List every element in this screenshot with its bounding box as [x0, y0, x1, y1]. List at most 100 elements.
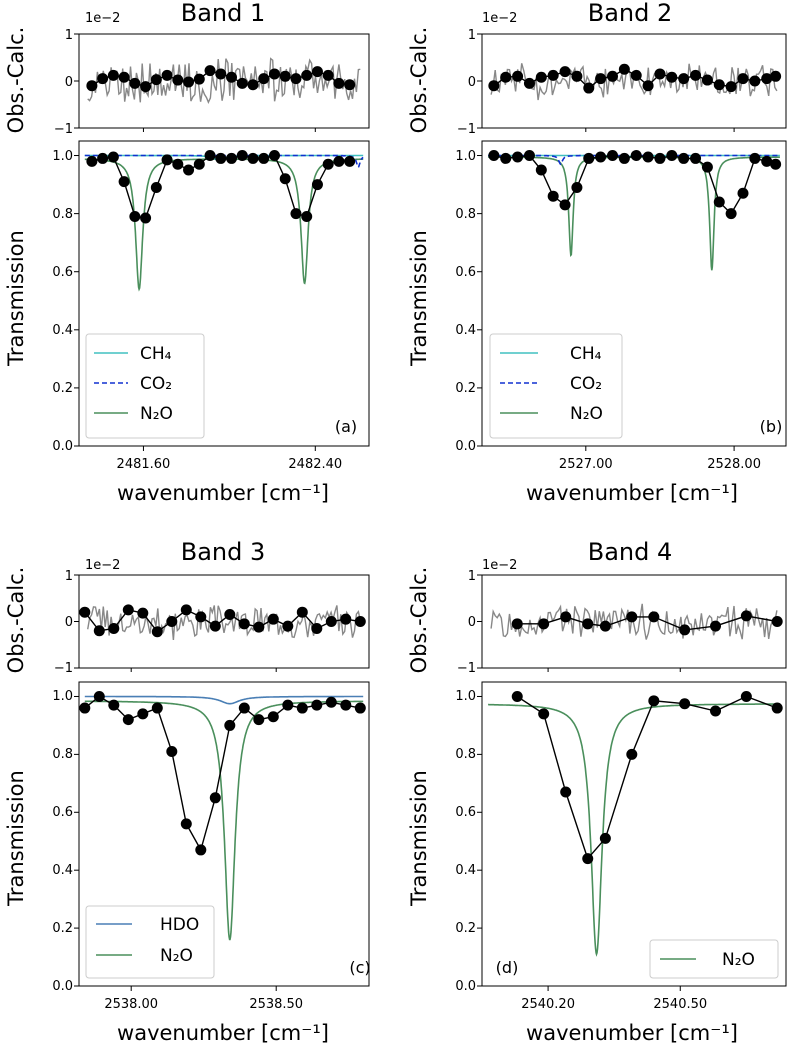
band2-observed-point	[571, 181, 583, 193]
band1-residual-point	[172, 74, 184, 86]
band1-residual-point	[344, 79, 356, 91]
band1-transmission-ylabel: Transmission	[4, 230, 28, 367]
band3-ytick-0.8: 0.8	[52, 747, 73, 762]
band2-title: Band 2	[588, 0, 673, 27]
band2-observed-point	[690, 152, 702, 164]
band4-observed-point	[771, 702, 783, 714]
band2-observed-point	[654, 152, 666, 164]
band3-observed-point	[122, 714, 134, 726]
band2-residual-point	[523, 77, 535, 89]
band2-observed-point	[725, 208, 737, 220]
band2-observed-point	[666, 150, 678, 162]
band1-ytick-0.6: 0.6	[52, 265, 73, 280]
band1-legend-n2o: N₂O	[140, 404, 173, 424]
panel-d: Band 4 1e−2 Obs.-Calc. Transmission wave…	[407, 538, 787, 1045]
band4-observed-point	[740, 690, 752, 702]
band3-observed-point	[195, 844, 207, 856]
band2-transmission-ylabel: Transmission	[407, 230, 431, 367]
band3-residual-point	[151, 626, 163, 638]
band1-legend-box	[85, 333, 205, 439]
band3-residual-point	[209, 620, 221, 632]
band1-legend: CH₄ CO₂ N₂O	[85, 333, 205, 439]
band2-panel-tag: (b)	[760, 417, 783, 436]
band1-main-frame	[78, 140, 370, 447]
band1-residual-point	[333, 77, 345, 89]
band4-observed-point	[710, 705, 722, 717]
band2-ytick-0.4: 0.4	[455, 323, 476, 338]
band3-residual-point	[354, 616, 366, 627]
band3-title: Band 3	[181, 538, 266, 566]
band4-ytick-labels: 1.0 0.8 0.6 0.4 0.2 0.0	[455, 689, 476, 994]
band1-xtick-label: 2481.60	[117, 457, 171, 472]
band1-transmission-plot	[74, 150, 364, 447]
band4-title: Band 4	[588, 538, 673, 566]
band2-xtick-label: 2527.00	[559, 457, 613, 472]
band2-observed-point	[595, 151, 607, 163]
band3-residual-ylabel: Obs.-Calc.	[4, 567, 28, 674]
band4-observed-point	[560, 786, 572, 798]
band4-residual-point	[582, 618, 594, 630]
band1-residual-point	[226, 71, 238, 83]
band4-xtick-labels: 2540.20 2540.50	[521, 668, 707, 1012]
band3-observed-point	[267, 711, 279, 723]
band4-observed-point	[599, 832, 611, 844]
band1-residual-ytick-labels: 1 0 −1	[54, 28, 73, 137]
band1-observed-point	[333, 155, 345, 167]
band3-observed-point	[137, 708, 149, 720]
band2-rtick-0: 0	[468, 75, 476, 90]
band2-observed-point	[630, 150, 642, 162]
panel-b: Band 2 1e−2 Obs.-Calc. Transmission wave…	[407, 0, 787, 505]
band3-residual-point	[253, 621, 265, 633]
band3-observed-point	[354, 702, 366, 714]
panel-a: Band 1 1e−2 Obs.-Calc. Transmission wave…	[4, 0, 370, 505]
band4-residual-ytick-labels: 1 0 −1	[457, 569, 476, 676]
band1-observed-point	[215, 152, 227, 164]
band3-ytick-0.2: 0.2	[52, 921, 73, 936]
band1-xtick-labels: 2481.60 2482.40	[117, 128, 342, 472]
band2-observed-point	[737, 187, 749, 199]
band1-residual-point	[107, 69, 119, 81]
band3-residual-point	[311, 622, 323, 634]
band3-model-hdo-line	[84, 695, 364, 705]
band1-observed-point	[183, 164, 195, 176]
band2-residual-point	[559, 66, 571, 78]
band1-ytick-0.8: 0.8	[52, 207, 73, 222]
band1-residual-point	[322, 69, 334, 81]
band2-residual-point	[512, 70, 524, 82]
band2-residual-point	[737, 73, 749, 85]
band1-xlabel: wavenumber [cm⁻¹]	[117, 481, 329, 505]
band1-residual-point	[247, 79, 259, 91]
band4-residual-scale: 1e−2	[482, 558, 517, 573]
band1-observed-point	[258, 152, 270, 164]
band4-residual-point	[679, 624, 691, 636]
band2-residual-point	[500, 71, 512, 83]
band2-residual-point	[725, 81, 737, 93]
band1-residual-noise-line	[87, 57, 361, 104]
band1-title: Band 1	[181, 0, 266, 27]
band2-legend-box	[489, 333, 623, 439]
band2-observed-point	[642, 151, 654, 163]
band2-residual-plot	[477, 33, 782, 129]
band4-ytick-0.6: 0.6	[455, 805, 476, 820]
band2-observed-point	[606, 150, 618, 162]
band1-residual-point	[129, 77, 141, 89]
band2-rtick-1: 1	[468, 28, 476, 43]
band3-legend-hdo: HDO	[160, 915, 199, 935]
band2-residual-point	[583, 82, 595, 94]
band1-observed-point	[129, 211, 141, 223]
band3-rtick-1: 1	[65, 569, 73, 584]
band4-panel-tag: (d)	[496, 958, 519, 977]
band2-main-frame	[481, 140, 787, 447]
band4-main-frame	[481, 681, 787, 987]
band3-residual-point	[93, 625, 105, 637]
band4-xtick-label: 2540.20	[521, 997, 575, 1012]
band2-observed-point	[749, 152, 761, 164]
band1-residual-point	[290, 73, 302, 85]
band2-observed-point	[770, 158, 782, 170]
band3-ytick-labels: 1.0 0.8 0.6 0.4 0.2 0.0	[52, 689, 73, 994]
band2-ytick-0.8: 0.8	[455, 207, 476, 222]
band4-residual-plot	[477, 574, 783, 669]
band2-ytick-0.2: 0.2	[455, 381, 476, 396]
band3-residual-point	[79, 606, 91, 618]
band3-residual-point	[325, 616, 337, 627]
